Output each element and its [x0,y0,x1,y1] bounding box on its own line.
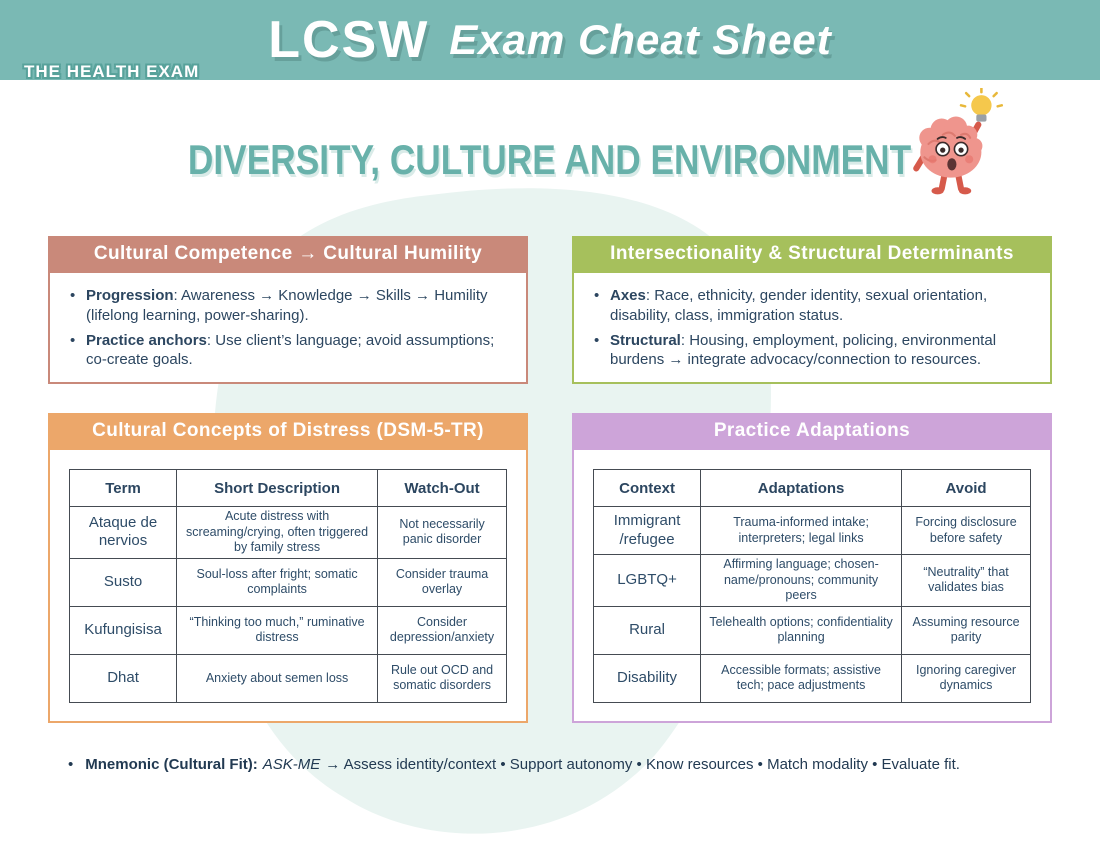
table-row: Rural Telehealth options; confidentialit… [592,605,1031,655]
card-header: Intersectionality & Structural Determina… [572,236,1052,271]
bullet-list: Axes: Race, ethnicity, gender identity, … [574,273,1050,370]
banner-subtitle: Exam Cheat Sheet [449,16,832,63]
col-header-description: Short Description [176,469,379,507]
bullet-item: Practice anchors: Use client’s language;… [70,331,510,371]
card-body: Axes: Race, ethnicity, gender identity, … [572,271,1052,384]
card-header: Cultural Concepts of Distress (DSM-5-TR) [48,413,528,448]
col-header-term: Term [68,469,178,507]
page-title: DIVERSITY, CULTURE AND ENVIRONMENT [188,136,912,183]
card-body: Progression: Awareness → Knowledge → Ski… [48,271,528,384]
card-practice-adaptations: Practice Adaptations Context Adaptations… [572,413,1052,723]
lightbulb-rays-icon [959,88,1004,108]
bullet-item: Structural: Housing, employment, policin… [594,331,1034,371]
card-intersectionality: Intersectionality & Structural Determina… [572,236,1052,384]
table-row: Kufungisisa “Thinking too much,” ruminat… [68,605,507,655]
bullet-item: Progression: Awareness → Knowledge → Ski… [70,286,510,326]
brand-text: LCSW [268,11,430,69]
table-row: Dhat Anxiety about semen loss Rule out O… [68,653,507,703]
brain-body-icon [919,116,983,178]
mnemonic-line: • Mnemonic (Cultural Fit): ASK-ME → Assess … [68,756,1068,773]
mnemonic-acronym: ASK-ME [262,756,321,773]
site-logo: THE HEALTH EXAM [24,62,200,81]
table-row: Immigrant /refugee Trauma-informed intak… [592,506,1031,555]
bullet-item: Axes: Race, ethnicity, gender identity, … [594,286,1034,326]
card-header: Practice Adaptations [572,413,1052,448]
table-header-row: Term Short Description Watch-Out [68,469,507,507]
mnemonic-label: Mnemonic (Cultural Fit): [85,756,258,773]
bullet-dot: • [68,756,74,773]
distress-table: Term Short Description Watch-Out Ataque … [68,469,507,703]
bullet-list: Progression: Awareness → Knowledge → Ski… [50,273,526,370]
col-header-context: Context [592,469,702,507]
table-row: Ataque de nervios Acute distress with sc… [68,506,507,559]
card-body: Context Adaptations Avoid Immigrant /ref… [572,448,1052,723]
brain-lightbulb-mascot-icon [913,88,1004,195]
card-header: Cultural Competence → Cultural Humility [48,236,528,271]
table-row: Disability Accessible formats; assistive… [592,653,1031,703]
lightbulb-icon [971,95,992,116]
card-cultural-competence: Cultural Competence → Cultural Humility … [48,236,528,384]
col-header-watchout: Watch-Out [377,469,507,507]
table-row: Susto Soul-loss after fright; somatic co… [68,557,507,607]
top-banner: LCSW Exam Cheat Sheet [0,0,1100,80]
col-header-avoid: Avoid [901,469,1031,507]
col-header-adaptations: Adaptations [700,469,903,507]
mnemonic-expansion: → Assess identity/context • Support auto… [325,756,960,773]
card-body: Term Short Description Watch-Out Ataque … [48,448,528,723]
adaptations-table: Context Adaptations Avoid Immigrant /ref… [592,469,1031,703]
table-row: LGBTQ+ Affirming language; chosen-name/p… [592,554,1031,607]
title-row: DIVERSITY, CULTURE AND ENVIRONMENT [0,128,1100,192]
table-header-row: Context Adaptations Avoid [592,469,1031,507]
card-distress-concepts: Cultural Concepts of Distress (DSM-5-TR)… [48,413,528,723]
